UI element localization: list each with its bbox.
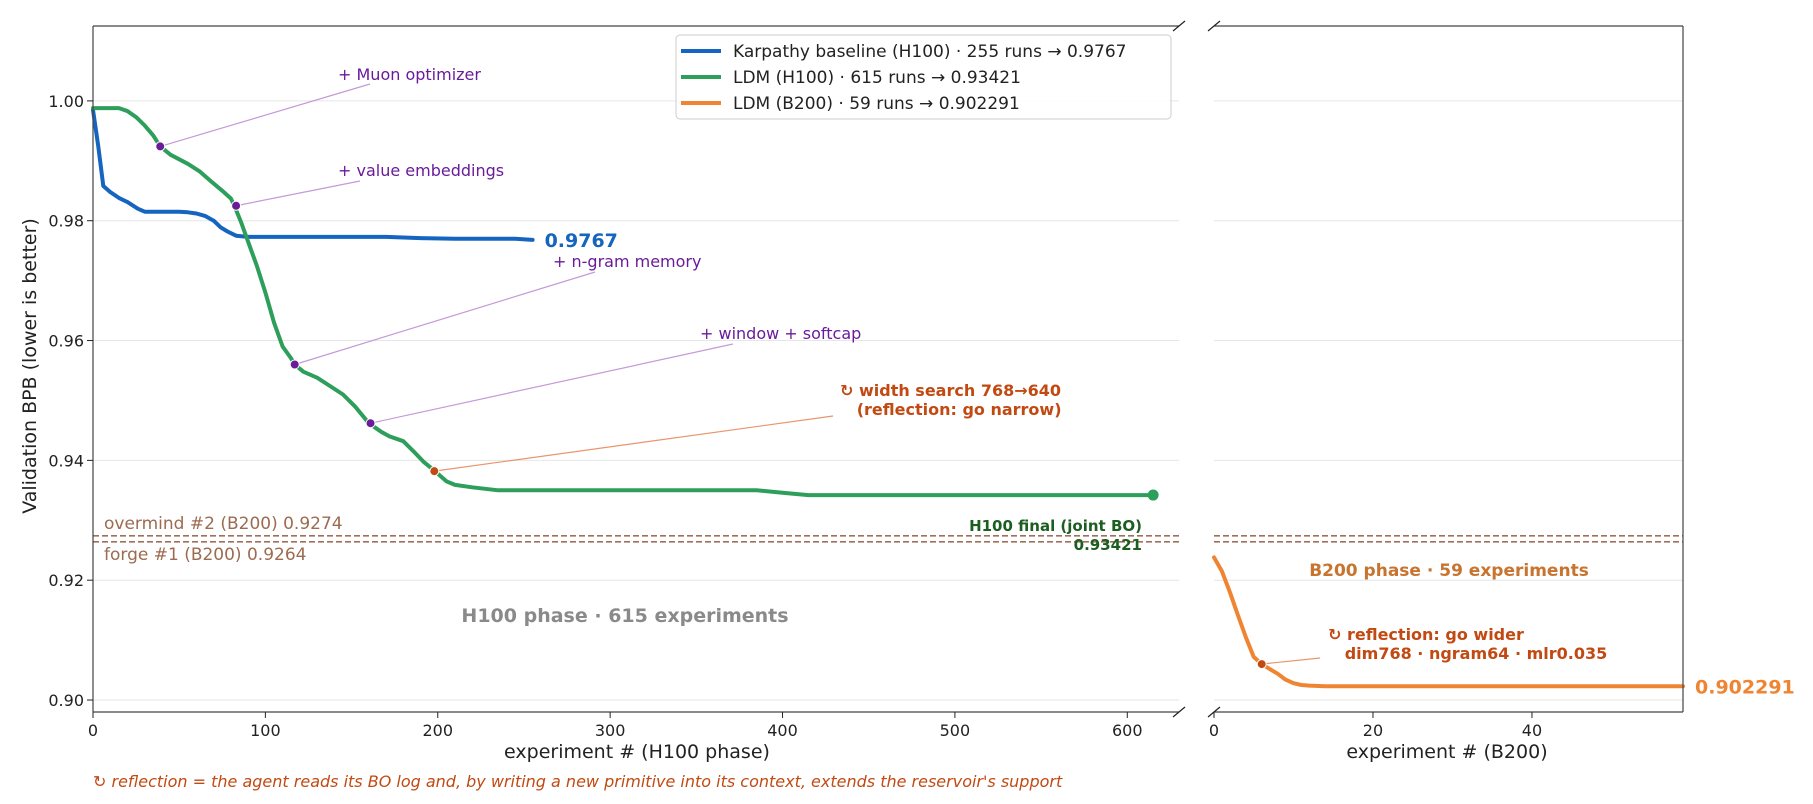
annotation-text: + value embeddings <box>338 161 504 180</box>
phase-label-b200: B200 phase · 59 experiments <box>1309 561 1589 581</box>
series-line-ldm-b200- <box>1212 555 1685 689</box>
annotation-leader <box>294 271 596 366</box>
ticks: 0.900.920.940.960.981.000 100 200 300 400 500… <box>48 92 1542 740</box>
series-end-label: 0.902291 <box>1695 676 1795 698</box>
annotation-text: ↻ reflection: go wider <box>1328 625 1524 644</box>
annotation-text: ↻ width search 768→640 <box>840 381 1061 400</box>
x-tick-label: 500 <box>940 721 971 740</box>
x-axis-title-h100: experiment # (H100 phase) <box>504 741 770 763</box>
y-tick-label: 1.00 <box>48 92 84 111</box>
annotation-dot <box>429 466 440 477</box>
gridlines <box>93 100 1683 701</box>
x-tick-label: 400 <box>767 721 798 740</box>
annotation-text: dim768 · ngram64 · mlr0.035 <box>1328 644 1607 663</box>
annotation-leader <box>434 415 834 472</box>
y-tick-label: 0.92 <box>48 571 84 590</box>
legend-entry-karpathy: Karpathy baseline (H100) · 255 runs → 0.… <box>733 42 1126 62</box>
x-tick-label: 0 <box>1209 721 1219 740</box>
x-tick-label: 40 <box>1522 721 1542 740</box>
x-tick-label: 300 <box>595 721 626 740</box>
y-tick-label: 0.96 <box>48 332 84 351</box>
legend-entry-ldm-h100: LDM (H100) · 615 runs → 0.93421 <box>733 68 1021 88</box>
phase-label-h100: H100 phase · 615 experiments <box>461 605 788 627</box>
series-end-label: 0.9767 <box>545 230 618 252</box>
legend-entry-ldm-b200: LDM (B200) · 59 runs → 0.902291 <box>733 94 1020 114</box>
reference-label-forge: forge #1 (B200) 0.9264 <box>104 545 306 565</box>
final-label-value: 0.93421 <box>1074 536 1142 554</box>
annotation-dot <box>155 141 166 152</box>
reference-lines <box>93 535 1683 543</box>
legend: Karpathy baseline (H100) · 255 runs → 0.… <box>675 34 1172 120</box>
annotation-dot <box>231 200 242 211</box>
final-marker <box>1147 489 1159 501</box>
x-tick-label: 0 <box>88 721 98 740</box>
reference-label-overmind: overmind #2 (B200) 0.9274 <box>104 514 343 534</box>
legend-frame <box>675 34 1172 120</box>
series-line-karpathy-baseline-h100- <box>91 107 535 242</box>
annotation-dot <box>289 359 300 370</box>
annotation-dot <box>1256 659 1267 670</box>
axis-break-mark <box>1172 706 1186 718</box>
final-label-title: H100 final (joint BO) <box>969 517 1142 535</box>
annotation-text: + n-gram memory <box>553 252 701 271</box>
annotations: + Muon optimizer + value embeddings + n-gr… <box>155 65 1607 670</box>
y-axis-title: Validation BPB (lower is better) <box>19 218 41 514</box>
series-line-ldm-h100- <box>91 106 1156 498</box>
annotation-text: (reflection: go narrow) <box>840 400 1062 419</box>
series-layer: 0.9767 0.902291 <box>91 106 1795 698</box>
annotation-leader <box>1261 657 1321 665</box>
x-tick-label: 600 <box>1112 721 1143 740</box>
annotation-leader <box>160 83 371 147</box>
y-tick-label: 0.90 <box>48 691 84 710</box>
x-tick-label: 100 <box>250 721 281 740</box>
axis-break-mark <box>1172 20 1186 32</box>
x-axis-title-b200: experiment # (B200) <box>1346 741 1547 763</box>
annotation-dot <box>365 418 376 429</box>
annotation-leader <box>235 180 361 207</box>
x-tick-label: 20 <box>1363 721 1383 740</box>
annotation-text: + window + softcap <box>700 324 861 343</box>
annotation-text: + Muon optimizer <box>338 65 481 84</box>
footnote: ↻ reflection = the agent reads its BO lo… <box>93 772 1063 791</box>
x-tick-label: 200 <box>422 721 453 740</box>
annotation-leader <box>370 343 734 424</box>
axis-break-mark <box>1207 20 1221 32</box>
y-tick-label: 0.98 <box>48 212 84 231</box>
y-tick-label: 0.94 <box>48 451 84 470</box>
axes <box>92 20 1684 718</box>
